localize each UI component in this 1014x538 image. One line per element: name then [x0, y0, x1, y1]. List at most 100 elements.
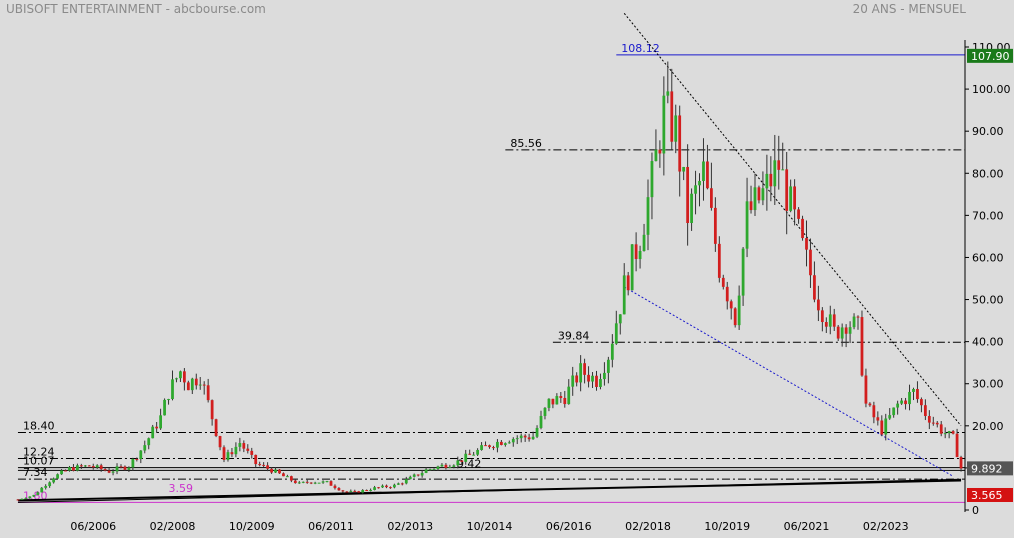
x-tick-label: 06/2021 — [784, 520, 830, 533]
candle-body — [143, 445, 147, 451]
candle-body — [717, 243, 721, 278]
candle-body — [393, 484, 396, 488]
candle-body — [305, 481, 309, 483]
candle-body — [713, 207, 717, 244]
candle-body — [131, 458, 135, 468]
candle-body — [832, 314, 836, 327]
x-tick-label: 10/2019 — [704, 520, 750, 533]
candle-body — [87, 465, 91, 467]
candle-body — [896, 403, 900, 408]
candle-body — [492, 447, 495, 449]
candle-body — [591, 375, 594, 382]
candle-body — [610, 343, 614, 360]
candle-body — [757, 187, 761, 201]
candle-body — [654, 149, 658, 162]
candle-body — [646, 197, 650, 235]
candle-body — [650, 161, 654, 198]
candle-body — [892, 407, 896, 416]
y-tick-label: 50.00 — [972, 294, 1004, 307]
candle-body — [694, 185, 697, 194]
candle-body — [297, 482, 301, 484]
candle-body — [507, 442, 511, 444]
candle-body — [844, 327, 848, 334]
candle-body — [317, 482, 321, 484]
candle-body — [428, 469, 432, 471]
level-label: 9.42 — [457, 457, 482, 470]
candle-body — [198, 384, 202, 386]
candle-body — [935, 422, 939, 425]
candle-body — [519, 435, 523, 439]
candle-body — [147, 438, 151, 446]
candle-body — [690, 193, 693, 224]
candle-body — [44, 486, 48, 488]
candle-body — [230, 452, 234, 455]
candle-body — [927, 416, 931, 423]
candle-body — [28, 496, 32, 499]
candle-body — [155, 426, 159, 429]
candle-body — [666, 91, 670, 96]
candle-body — [959, 457, 963, 469]
candle-body — [103, 469, 107, 471]
candle-body — [820, 310, 824, 323]
candle-body — [880, 420, 884, 435]
candle-body — [16, 499, 20, 501]
candle-body — [250, 450, 254, 455]
price-tag-box — [967, 48, 1013, 63]
candlesticks — [16, 61, 963, 501]
x-tick-label: 02/2018 — [625, 520, 671, 533]
candle-body — [801, 218, 804, 239]
price-tag-label: 3.565 — [971, 489, 1003, 502]
candle-body — [916, 388, 919, 400]
candle-body — [947, 431, 951, 434]
candle-body — [258, 464, 262, 466]
candle-body — [234, 446, 238, 455]
candle-body — [389, 487, 392, 489]
candle-body — [32, 494, 36, 497]
price-tag-label: 9.892 — [971, 462, 1003, 475]
candle-body — [91, 466, 95, 468]
candle-body — [923, 405, 927, 417]
y-tick-label: 40.00 — [972, 336, 1004, 349]
candle-body — [884, 418, 888, 435]
candle-body — [547, 398, 551, 408]
candle-body — [171, 379, 174, 400]
candle-body — [876, 417, 880, 421]
x-tick-label: 02/2008 — [150, 520, 196, 533]
candle-body — [175, 378, 178, 380]
candle-body — [595, 375, 598, 387]
candle-body — [856, 316, 860, 318]
candle-body — [353, 490, 357, 492]
candle-body — [686, 166, 690, 224]
candle-body — [464, 453, 468, 462]
x-tick-label: 02/2013 — [387, 520, 433, 533]
candle-body — [278, 469, 281, 474]
candle-body — [321, 481, 325, 483]
candle-body — [563, 397, 567, 405]
candle-body — [606, 359, 610, 373]
candle-body — [95, 465, 99, 468]
candle-body — [222, 447, 226, 460]
candle-body — [535, 427, 539, 437]
candle-body — [412, 474, 416, 477]
candle-body — [313, 482, 317, 484]
candle-body — [345, 491, 349, 493]
candle-body — [444, 464, 448, 468]
candle-body — [678, 115, 682, 172]
candle-body — [614, 323, 618, 344]
level-label: 39.84 — [558, 329, 590, 342]
x-tick-label: 02/2023 — [863, 520, 909, 533]
candle-body — [638, 250, 642, 260]
candle-body — [460, 460, 464, 462]
candle-body — [789, 186, 793, 211]
candle-body — [813, 275, 816, 300]
candle-body — [210, 400, 214, 420]
candle-body — [79, 465, 83, 467]
candle-body — [218, 436, 222, 448]
candle-body — [183, 371, 186, 383]
candle-body — [24, 498, 28, 500]
candle-body — [456, 460, 460, 466]
candle-body — [127, 467, 131, 470]
candle-body — [579, 363, 583, 383]
